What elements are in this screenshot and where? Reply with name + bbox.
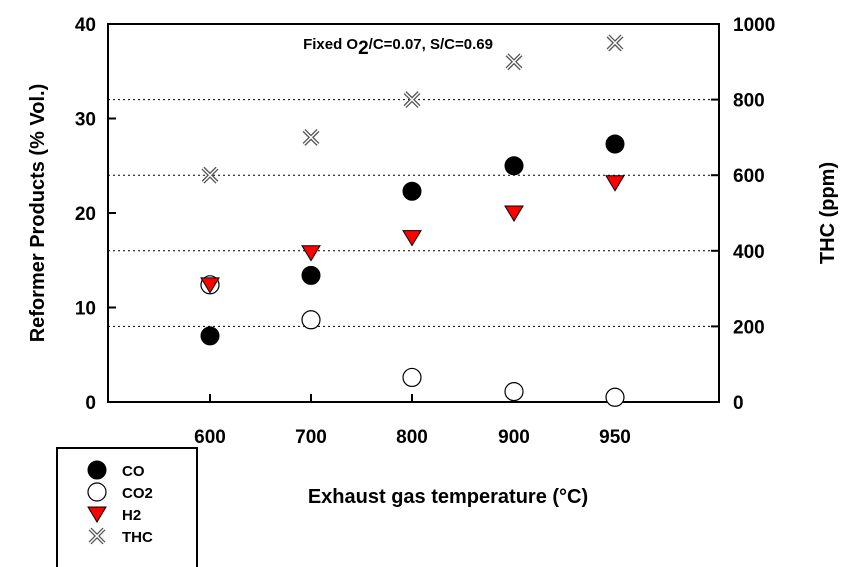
annotation-subscript: 2 [358, 38, 369, 59]
y-tick-label: 10 [75, 299, 96, 320]
y-tick-label: 0 [85, 393, 96, 414]
point-co [504, 156, 524, 176]
marker-stroke [202, 167, 218, 183]
point-co [605, 134, 625, 154]
point-co2 [402, 367, 422, 388]
series-co [200, 134, 625, 346]
condition-annotation: Fixed O2/C=0.07, S/C=0.69 [303, 36, 493, 59]
legend-marker-co2 [87, 482, 107, 502]
point-h2 [605, 175, 625, 192]
x-tick-label: 700 [295, 427, 327, 448]
y2-tick-label: 200 [733, 317, 765, 338]
y2-tick-label: 400 [733, 242, 765, 263]
marker-stroke [89, 528, 105, 544]
y2-tick-label: 800 [733, 91, 765, 112]
y-tick-label: 20 [75, 204, 96, 225]
legend-marker-thc [88, 527, 106, 545]
point-thc [201, 166, 219, 184]
data-points [200, 34, 625, 407]
y-tick-label: 40 [75, 15, 96, 36]
marker-stroke [303, 129, 319, 145]
grid-lines [108, 99, 719, 327]
y-tick-label: 30 [75, 110, 96, 131]
y2-axis-title: THC (ppm) [817, 162, 839, 264]
point-co2 [605, 387, 625, 407]
marker-stroke [506, 54, 522, 70]
annotation-suffix: /C=0.07, S/C=0.69 [369, 36, 493, 53]
legend-label-co2: CO2 [122, 485, 153, 502]
series-h2 [200, 175, 625, 294]
point-co2 [301, 310, 321, 330]
series-co2 [200, 275, 625, 407]
point-h2 [200, 277, 220, 294]
axis-ticks [108, 23, 719, 403]
x-tick-label: 600 [194, 427, 226, 448]
point-h2 [402, 230, 422, 247]
y-axis-title: Reformer Products (% Vol.) [27, 84, 49, 343]
y2-tick-label: 1000 [733, 15, 775, 36]
plot-area [107, 23, 720, 403]
legend: CO CO2 H2 THC [56, 447, 198, 567]
point-thc [403, 91, 421, 109]
marker-stroke [607, 35, 623, 51]
legend-label-co: CO [122, 463, 145, 480]
point-h2 [504, 205, 524, 222]
x-tick-label: 900 [498, 427, 530, 448]
y2-tick-label: 0 [733, 393, 744, 414]
marker-stroke [404, 92, 420, 108]
legend-label-h2: H2 [122, 507, 141, 524]
annotation-prefix: Fixed O [303, 36, 358, 53]
legend-box [56, 447, 198, 567]
point-thc [606, 34, 624, 52]
legend-marker-co [87, 460, 107, 480]
legend-label-thc: THC [122, 529, 153, 546]
legend-items: CO CO2 H2 THC [87, 460, 153, 546]
point-co2 [504, 382, 524, 402]
x-axis-title: Exhaust gas temperature (°C) [308, 486, 588, 508]
point-co [301, 265, 321, 285]
point-co [200, 326, 220, 346]
point-thc [302, 128, 320, 146]
point-h2 [301, 245, 321, 262]
point-thc [505, 53, 523, 71]
x-tick-label: 950 [599, 427, 631, 448]
legend-marker-h2 [87, 506, 107, 523]
x-tick-label: 800 [396, 427, 428, 448]
point-co [402, 181, 422, 201]
y2-tick-label: 600 [733, 166, 765, 187]
series-thc [201, 34, 624, 184]
